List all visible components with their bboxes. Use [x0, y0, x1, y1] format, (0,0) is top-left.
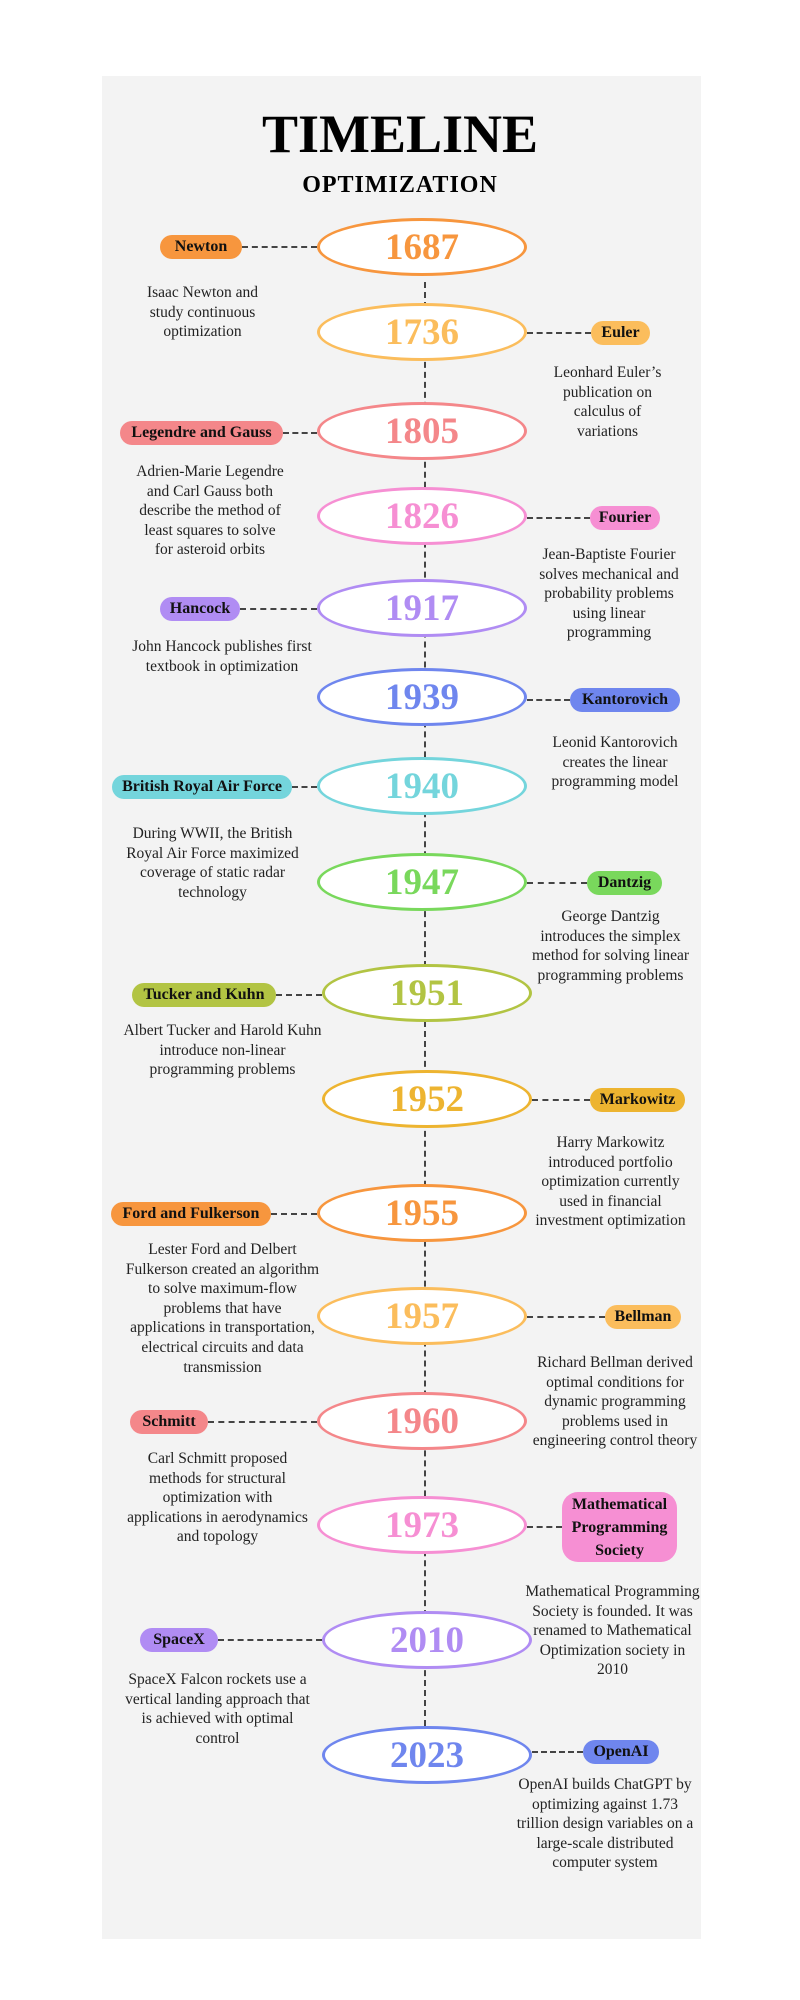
event-description: Mathematical Programming Society is foun… [525, 1583, 700, 1679]
connector-line [218, 1639, 322, 1641]
year-1939: 1939 [317, 668, 527, 726]
event-description: John Hancock publishes first textbook in… [132, 638, 312, 675]
event-description: Carl Schmitt proposed methods for struct… [127, 1450, 308, 1546]
year-1940: 1940 [317, 757, 527, 815]
year-1687: 1687 [317, 218, 527, 276]
connector-line [527, 517, 590, 519]
connector-line [242, 246, 317, 248]
event-description: Adrien-Marie Legendre and Carl Gauss bot… [136, 463, 284, 559]
year-1805: 1805 [317, 402, 527, 460]
year-1951: 1951 [322, 964, 532, 1022]
event-label: Ford and Fulkerson [111, 1202, 271, 1226]
event-description: Leonid Kantorovich creates the linear pr… [551, 734, 679, 791]
connector-line [527, 882, 587, 884]
connector-line [208, 1421, 317, 1423]
connector-line [532, 1751, 583, 1753]
event-label: SpaceX [140, 1628, 218, 1652]
connector-line [527, 332, 591, 334]
event-label: Legendre and Gauss [120, 421, 283, 445]
connector-line [271, 1213, 317, 1215]
event-label: Dantzig [587, 871, 662, 895]
event-label: Euler [591, 321, 650, 345]
page-title: TIMELINE [261, 104, 539, 164]
year-1960: 1960 [317, 1392, 527, 1450]
event-description: Isaac Newton and study continuous optimi… [146, 284, 259, 341]
year-1957: 1957 [317, 1287, 527, 1345]
year-1826: 1826 [317, 487, 527, 545]
connector-line [276, 994, 322, 996]
event-description: SpaceX Falcon rockets use a vertical lan… [125, 1671, 310, 1747]
event-label: Schmitt [130, 1410, 208, 1434]
event-description: George Dantzig introduces the simplex me… [531, 908, 690, 984]
connector-line [527, 1316, 605, 1318]
event-label: Bellman [605, 1305, 681, 1329]
connector-line [532, 1099, 590, 1101]
event-description: Harry Markowitz introduced portfolio opt… [535, 1134, 686, 1230]
event-description: Lester Ford and Delbert Fulkerson create… [125, 1241, 320, 1376]
event-label: Mathematical Programming Society [562, 1492, 677, 1562]
year-1955: 1955 [317, 1184, 527, 1242]
event-description: Jean-Baptiste Fourier solves mechanical … [539, 546, 679, 642]
year-1952: 1952 [322, 1070, 532, 1128]
year-1973: 1973 [317, 1496, 527, 1554]
event-label: Markowitz [590, 1088, 685, 1112]
event-description: Leonhard Euler’s publication on calculus… [553, 364, 662, 440]
event-label: British Royal Air Force [112, 775, 292, 799]
event-description: OpenAI builds ChatGPT by optimizing agai… [516, 1776, 694, 1872]
year-1947: 1947 [317, 853, 527, 911]
year-2010: 2010 [322, 1611, 532, 1669]
event-label: Hancock [160, 597, 240, 621]
event-description: Albert Tucker and Harold Kuhn introduce … [123, 1022, 322, 1079]
page-subtitle: OPTIMIZATION [302, 172, 498, 198]
year-2023: 2023 [322, 1726, 532, 1784]
event-label: Fourier [590, 506, 660, 530]
event-description: Richard Bellman derived optimal conditio… [532, 1354, 698, 1450]
event-label: Kantorovich [570, 688, 680, 712]
event-label: OpenAI [583, 1740, 659, 1764]
year-1736: 1736 [317, 303, 527, 361]
event-description: During WWII, the British Royal Air Force… [126, 825, 299, 901]
year-1917: 1917 [317, 579, 527, 637]
event-label: Tucker and Kuhn [132, 983, 276, 1007]
connector-line [527, 699, 570, 701]
event-label: Newton [160, 235, 242, 259]
connector-line [283, 432, 317, 434]
connector-line [292, 786, 317, 788]
connector-line [527, 1526, 562, 1528]
connector-line [240, 608, 317, 610]
